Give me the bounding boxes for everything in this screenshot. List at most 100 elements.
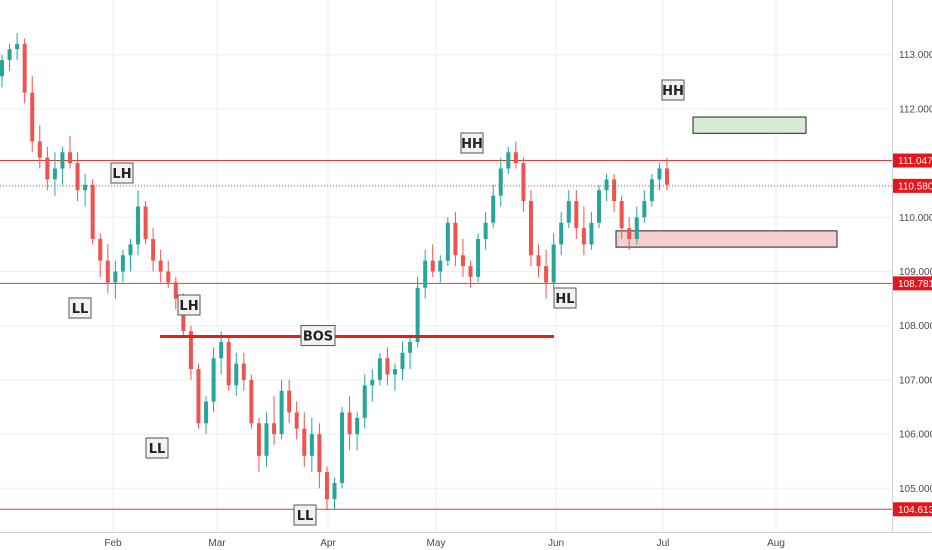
candle[interactable] — [347, 396, 352, 451]
candle[interactable] — [68, 136, 73, 169]
candle[interactable] — [665, 157, 669, 191]
candle[interactable] — [400, 341, 405, 380]
candle-body — [536, 255, 541, 267]
candle[interactable] — [113, 260, 118, 299]
candle[interactable] — [332, 477, 337, 510]
candle[interactable] — [460, 238, 465, 277]
candle[interactable] — [657, 163, 662, 191]
candle[interactable] — [445, 217, 450, 267]
candle[interactable] — [256, 417, 261, 473]
candle[interactable] — [120, 249, 125, 283]
price-axis[interactable]: 113.000112.000111.000110.000109.000108.0… — [899, 50, 932, 495]
candle[interactable] — [128, 238, 133, 272]
candle[interactable] — [551, 233, 556, 288]
candle-body — [604, 179, 609, 191]
candle[interactable] — [476, 233, 481, 283]
candle[interactable] — [498, 157, 503, 207]
candle[interactable] — [385, 347, 390, 386]
candle[interactable] — [627, 217, 632, 250]
candle[interactable] — [45, 146, 50, 191]
candle[interactable] — [355, 412, 360, 451]
candle[interactable] — [324, 466, 329, 510]
candle[interactable] — [188, 325, 193, 380]
candle[interactable] — [589, 211, 594, 250]
candle-body — [52, 168, 57, 180]
candle[interactable] — [143, 201, 148, 245]
candle[interactable] — [513, 141, 518, 169]
candle[interactable] — [211, 347, 216, 413]
candle[interactable] — [166, 260, 171, 288]
price-tag — [893, 153, 932, 168]
candle[interactable] — [483, 211, 488, 250]
candle[interactable] — [302, 412, 307, 467]
candle[interactable] — [52, 152, 57, 196]
candle[interactable] — [642, 190, 647, 223]
candle-body — [98, 238, 103, 261]
candle[interactable] — [30, 76, 35, 153]
candle[interactable] — [272, 396, 277, 445]
time-axis[interactable]: Feb Mar Apr May Jun Jul Aug — [104, 538, 785, 549]
candle[interactable] — [0, 54, 4, 88]
candle[interactable] — [559, 211, 564, 256]
candle[interactable] — [287, 379, 292, 424]
candle[interactable] — [370, 369, 375, 402]
candle[interactable] — [204, 396, 209, 435]
candle[interactable] — [279, 379, 284, 440]
candle[interactable] — [90, 179, 95, 245]
candle[interactable] — [22, 38, 27, 104]
candle[interactable] — [612, 173, 617, 212]
candle-body — [7, 49, 12, 61]
candle[interactable] — [528, 190, 533, 267]
candle[interactable] — [173, 276, 178, 310]
candle[interactable] — [566, 190, 571, 229]
candle[interactable] — [649, 173, 654, 207]
candle[interactable] — [317, 423, 322, 489]
candle[interactable] — [7, 43, 12, 71]
candle[interactable] — [136, 190, 141, 256]
candle-body — [264, 423, 269, 456]
candle[interactable] — [377, 352, 382, 386]
candle-body — [392, 369, 397, 375]
candle[interactable] — [60, 146, 65, 185]
candle[interactable] — [294, 401, 299, 440]
candle[interactable] — [521, 157, 526, 212]
candle[interactable] — [219, 331, 224, 375]
candle[interactable] — [619, 195, 624, 239]
candle[interactable] — [574, 190, 579, 239]
candle[interactable] — [408, 336, 413, 370]
candle[interactable] — [249, 374, 254, 429]
candle[interactable] — [234, 352, 239, 397]
candle[interactable] — [98, 233, 103, 277]
candle[interactable] — [264, 412, 269, 467]
candle[interactable] — [581, 206, 586, 256]
candle[interactable] — [453, 211, 458, 267]
candle[interactable] — [340, 407, 345, 489]
candle[interactable] — [105, 244, 110, 294]
candle[interactable] — [491, 184, 496, 229]
candle[interactable] — [362, 374, 367, 429]
candle[interactable] — [158, 249, 163, 283]
candle[interactable] — [506, 146, 511, 174]
candle[interactable] — [438, 255, 443, 283]
candle-body — [498, 168, 503, 196]
candle[interactable] — [634, 206, 639, 245]
candle-body — [423, 260, 428, 288]
candle[interactable] — [536, 244, 541, 277]
candle[interactable] — [468, 260, 473, 288]
candle[interactable] — [544, 249, 549, 299]
candle[interactable] — [309, 417, 314, 473]
candle[interactable] — [423, 249, 428, 299]
candle[interactable] — [75, 152, 80, 202]
candle[interactable] — [596, 184, 601, 229]
candle[interactable] — [151, 228, 156, 272]
candle[interactable] — [83, 173, 88, 207]
candle[interactable] — [430, 244, 435, 277]
candle[interactable] — [392, 363, 397, 391]
candle[interactable] — [37, 125, 42, 169]
candle[interactable] — [241, 352, 246, 391]
candle[interactable] — [15, 33, 20, 61]
candle[interactable] — [196, 363, 201, 429]
candle[interactable] — [226, 336, 231, 391]
candle[interactable] — [604, 173, 609, 202]
